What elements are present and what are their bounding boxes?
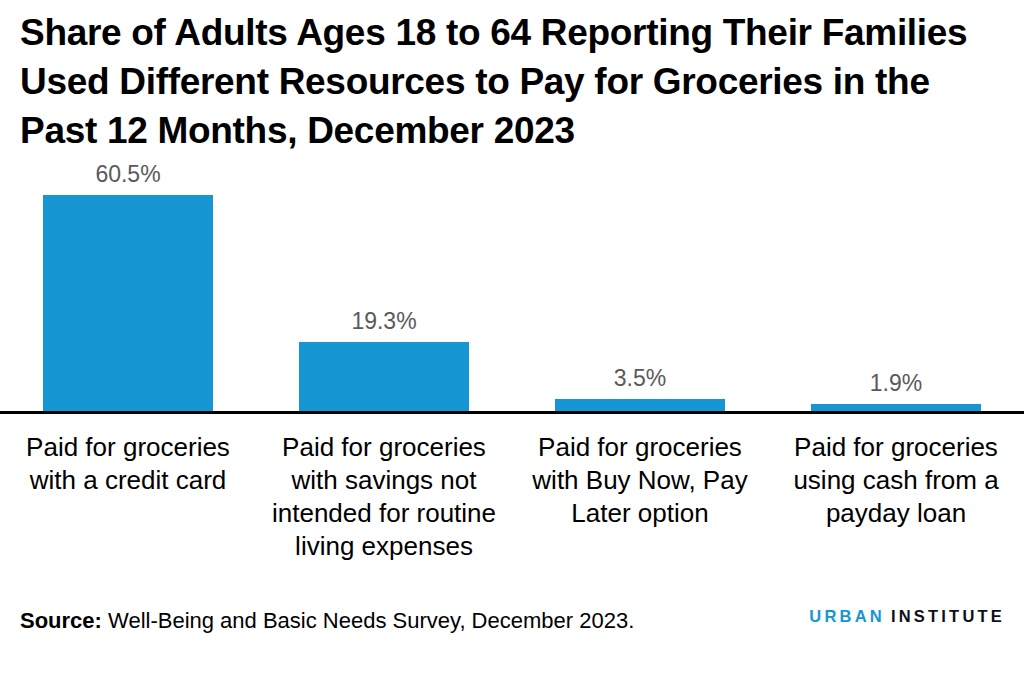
category-label: Paid for groceries with Buy Now, Pay Lat… bbox=[514, 431, 766, 530]
logo-urban-text: URBAN bbox=[809, 607, 885, 625]
bar-value-label: 19.3% bbox=[351, 309, 416, 334]
category-label: Paid for groceries with savings not inte… bbox=[258, 431, 510, 563]
bar-value-label: 60.5% bbox=[95, 162, 160, 187]
plot-area: 60.5% 19.3% 3.5% 1.9% bbox=[0, 160, 1024, 411]
category-column: Paid for groceries with savings not inte… bbox=[256, 431, 512, 563]
bar-buy-now-pay-later bbox=[555, 399, 725, 411]
source-text: Well-Being and Basic Needs Survey, Decem… bbox=[102, 608, 634, 633]
category-column: Paid for groceries using cash from a pay… bbox=[768, 431, 1024, 563]
bar-payday-loan bbox=[811, 404, 981, 411]
bar-credit-card bbox=[43, 195, 213, 411]
urban-institute-logo: URBAN INSTITUTE bbox=[809, 607, 1005, 626]
x-axis-line bbox=[0, 411, 1024, 414]
category-label: Paid for groceries with a credit card bbox=[2, 431, 254, 497]
bar-value-label: 1.9% bbox=[870, 371, 922, 396]
bar-chart: 60.5% 19.3% 3.5% 1.9% Paid for groceries… bbox=[0, 160, 1024, 563]
source-note: Source: Well-Being and Basic Needs Surve… bbox=[20, 607, 634, 635]
chart-title: Share of Adults Ages 18 to 64 Reporting … bbox=[20, 8, 994, 155]
logo-institute-text: INSTITUTE bbox=[891, 607, 1005, 625]
bar-column: 60.5% bbox=[0, 162, 256, 411]
bar-column: 1.9% bbox=[768, 371, 1024, 411]
bar-column: 3.5% bbox=[512, 366, 768, 411]
bar-column: 19.3% bbox=[256, 309, 512, 411]
bar-value-label: 3.5% bbox=[614, 366, 666, 391]
chart-figure: Share of Adults Ages 18 to 64 Reporting … bbox=[0, 0, 1024, 678]
category-column: Paid for groceries with a credit card bbox=[0, 431, 256, 563]
source-label: Source: bbox=[20, 608, 102, 633]
bar-savings bbox=[299, 342, 469, 411]
category-labels-row: Paid for groceries with a credit card Pa… bbox=[0, 431, 1024, 563]
category-label: Paid for groceries using cash from a pay… bbox=[770, 431, 1022, 530]
category-column: Paid for groceries with Buy Now, Pay Lat… bbox=[512, 431, 768, 563]
